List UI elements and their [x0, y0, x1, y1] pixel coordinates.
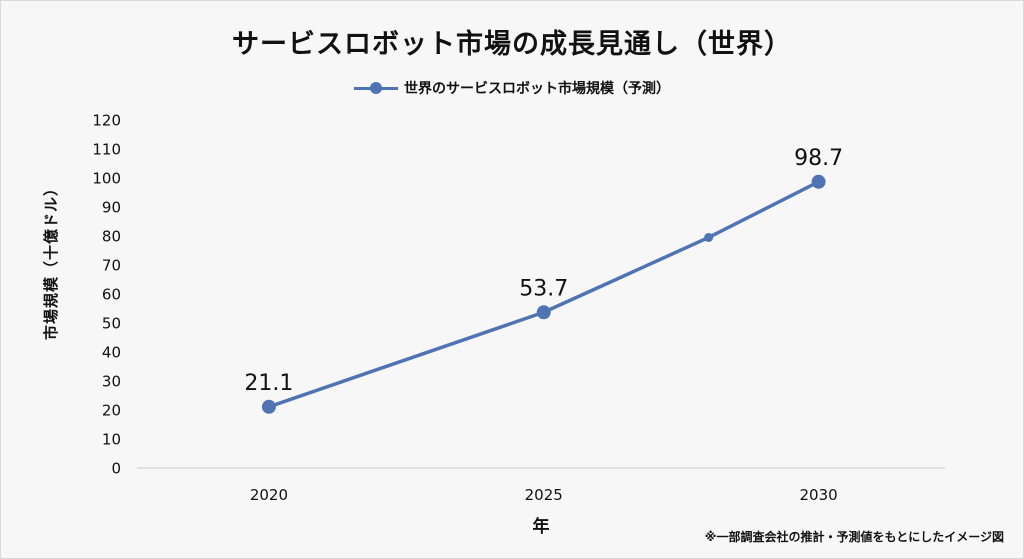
legend-label: 世界のサービスロボット市場規模（予測）	[404, 81, 670, 97]
footnote: ※一部調査会社の推計・予測値をもとにしたイメージ図	[704, 530, 1004, 544]
x-axis-title: 年	[532, 517, 550, 537]
y-tick-label: 70	[102, 257, 121, 275]
y-tick-label: 40	[102, 344, 121, 362]
y-tick-label: 110	[92, 141, 121, 159]
x-tick-label: 2030	[799, 486, 837, 504]
y-tick-label: 50	[102, 315, 121, 333]
y-axis-title: 市場規模（十億ドル）	[42, 180, 60, 341]
data-point	[704, 232, 714, 242]
y-tick-label: 60	[102, 286, 121, 304]
data-point	[261, 399, 276, 414]
y-tick-label: 120	[92, 112, 121, 130]
data-label: 98.7	[794, 146, 843, 171]
y-tick-label: 30	[102, 373, 121, 391]
y-tick-label: 100	[92, 170, 121, 188]
x-tick-label: 2025	[525, 486, 563, 504]
y-tick-label: 10	[102, 431, 121, 449]
y-tick-label: 90	[102, 199, 121, 217]
legend-swatch	[354, 82, 398, 94]
data-label: 21.1	[244, 371, 293, 396]
y-tick-label: 0	[111, 460, 121, 478]
data-point	[536, 305, 551, 320]
x-tick-label: 2020	[250, 486, 288, 504]
legend: 世界のサービスロボット市場規模（予測）	[0, 78, 1024, 98]
data-label: 53.7	[519, 276, 568, 301]
y-tick-label: 20	[102, 402, 121, 420]
series-line	[268, 180, 820, 409]
y-tick-label: 80	[102, 228, 121, 246]
chart-title: サービスロボット市場の成長見通し（世界）	[232, 29, 792, 60]
data-point	[811, 174, 826, 189]
